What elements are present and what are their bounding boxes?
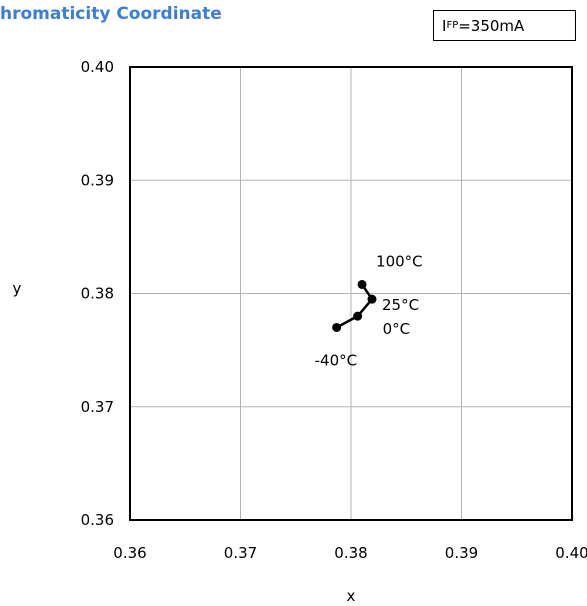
condition-symbol: I: [442, 16, 447, 35]
x-tick-label: 0.36: [113, 544, 146, 562]
plot-frame: [129, 66, 573, 521]
point-label: 25°C: [382, 296, 419, 314]
chart-title: hromaticity Coordinate: [0, 4, 222, 24]
y-tick-label: 0.36: [81, 511, 114, 529]
data-point: [353, 311, 363, 321]
y-tick-label: 0.37: [81, 398, 114, 416]
data-point: [357, 279, 367, 289]
point-label: -40°C: [315, 351, 357, 369]
x-tick-label: 0.37: [224, 544, 257, 562]
condition-label-box: I FP =350mA: [433, 10, 576, 41]
data-series: -40°C 0°C 25°C 100°C: [315, 252, 423, 369]
y-tick-label: 0.39: [81, 171, 114, 189]
data-point: [332, 322, 342, 332]
condition-value: =350mA: [458, 16, 525, 35]
x-tick-labels: 0.36 0.37 0.38 0.39 0.40: [113, 544, 587, 562]
data-point: [367, 294, 377, 304]
point-label: 100°C: [376, 252, 423, 270]
x-tick-label: 0.38: [334, 544, 367, 562]
grid-lines: [130, 67, 572, 520]
x-axis-label: x: [347, 587, 356, 605]
y-tick-label: 0.38: [81, 285, 114, 303]
point-label: 0°C: [383, 320, 411, 338]
y-tick-labels: 0.36 0.37 0.38 0.39 0.40: [81, 58, 114, 529]
y-tick-label: 0.40: [81, 58, 114, 76]
x-tick-label: 0.39: [445, 544, 478, 562]
x-tick-label: 0.40: [555, 544, 587, 562]
y-axis-label: y: [13, 280, 22, 298]
series-line: [336, 283, 374, 329]
condition-subscript: FP: [446, 20, 459, 31]
